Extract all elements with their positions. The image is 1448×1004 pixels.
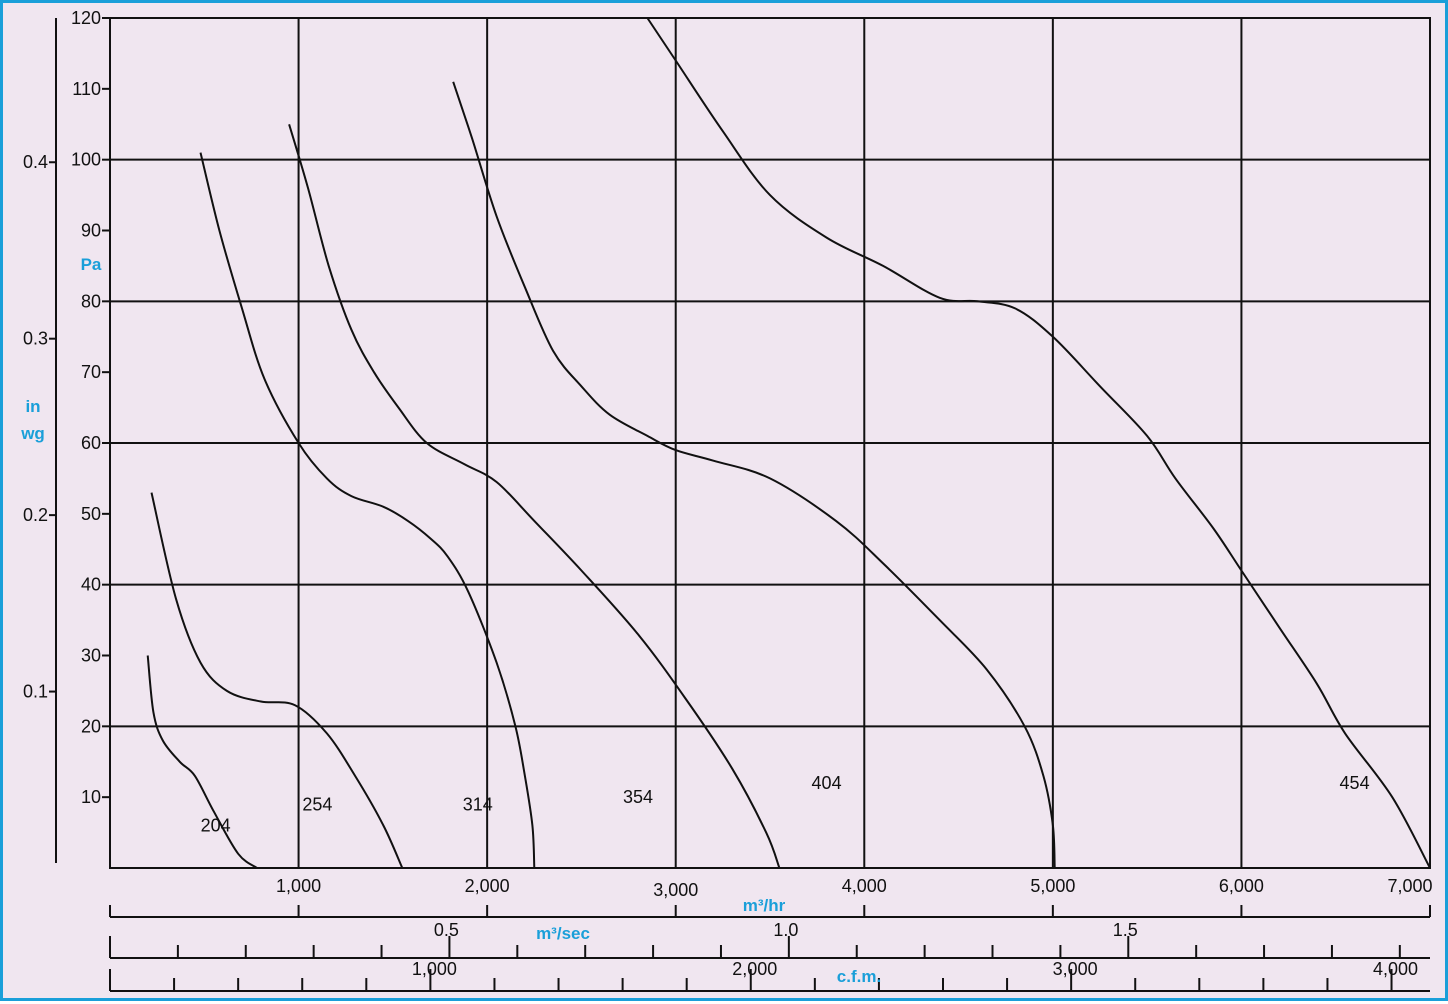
cfm-axis-label: c.f.m. (837, 967, 881, 986)
fan-performance-chart: 10 20 30 40 50 60 70 80 90 100 110 120 Pa 0.1 0.2 0.3 0.… (20, 8, 1433, 992)
performance-curve-3 (199, 152, 536, 869)
m3sec-axis-label: m³/sec (536, 924, 590, 943)
inwg-tick-label: 0.1 (23, 682, 48, 702)
m3hr-tick-label: 2,000 (465, 876, 510, 896)
inwg-axis-label-line2: wg (20, 424, 45, 443)
pa-tick-label: 120 (71, 8, 101, 28)
m3sec-tick-label: 1.0 (773, 920, 798, 940)
pa-tick-label: 50 (81, 504, 101, 524)
pa-axis-label: Pa (81, 255, 102, 274)
cfm-tick-label: 3,000 (1053, 959, 1098, 979)
pa-tick-label: 70 (81, 362, 101, 382)
performance-curve-1 (146, 655, 258, 869)
pa-tick-label: 80 (81, 291, 101, 311)
pa-tick-label: 10 (81, 787, 101, 807)
curve-label: 454 (1340, 773, 1370, 793)
m3hr-tick-label: 1,000 (276, 876, 321, 896)
m3sec-tick-label: 1.5 (1113, 920, 1138, 940)
cfm-tick-label: 4,000 (1373, 959, 1418, 979)
pa-tick-label: 60 (81, 433, 101, 453)
performance-curve-4 (288, 124, 781, 869)
m3hr-tick-label: 6,000 (1219, 876, 1264, 896)
curve-label: 404 (812, 773, 842, 793)
performance-curve-5 (452, 81, 1056, 869)
m3hr-axis-label: m³/hr (743, 896, 786, 915)
m3hr-tick-label: 5,000 (1030, 876, 1075, 896)
performance-curve-6 (646, 17, 1431, 869)
pa-tick-label: 110 (72, 79, 101, 99)
inwg-tick-label: 0.3 (23, 329, 48, 349)
pa-tick-label: 30 (81, 646, 101, 666)
inwg-tick-label: 0.2 (23, 505, 48, 525)
pa-tick-label: 40 (81, 575, 101, 595)
performance-curve-2 (150, 492, 404, 869)
m3hr-tick-label: 7,000 (1387, 876, 1432, 896)
m3hr-tick-label: 4,000 (842, 876, 887, 896)
curve-label: 354 (623, 787, 653, 807)
curve-label: 204 (201, 816, 231, 836)
cfm-tick-label: 1,000 (412, 959, 457, 979)
pa-tick-label: 100 (71, 150, 101, 170)
curve-label: 314 (463, 794, 493, 814)
curve-label: 254 (302, 794, 332, 814)
cfm-tick-label: 2,000 (732, 959, 777, 979)
m3hr-tick-label: 3,000 (653, 880, 698, 900)
pa-tick-label: 20 (81, 716, 101, 736)
inwg-tick-label: 0.4 (23, 152, 48, 172)
pa-tick-label: 90 (81, 221, 101, 241)
m3sec-tick-label: 0.5 (434, 920, 459, 940)
inwg-axis-label-line1: in (25, 397, 40, 416)
